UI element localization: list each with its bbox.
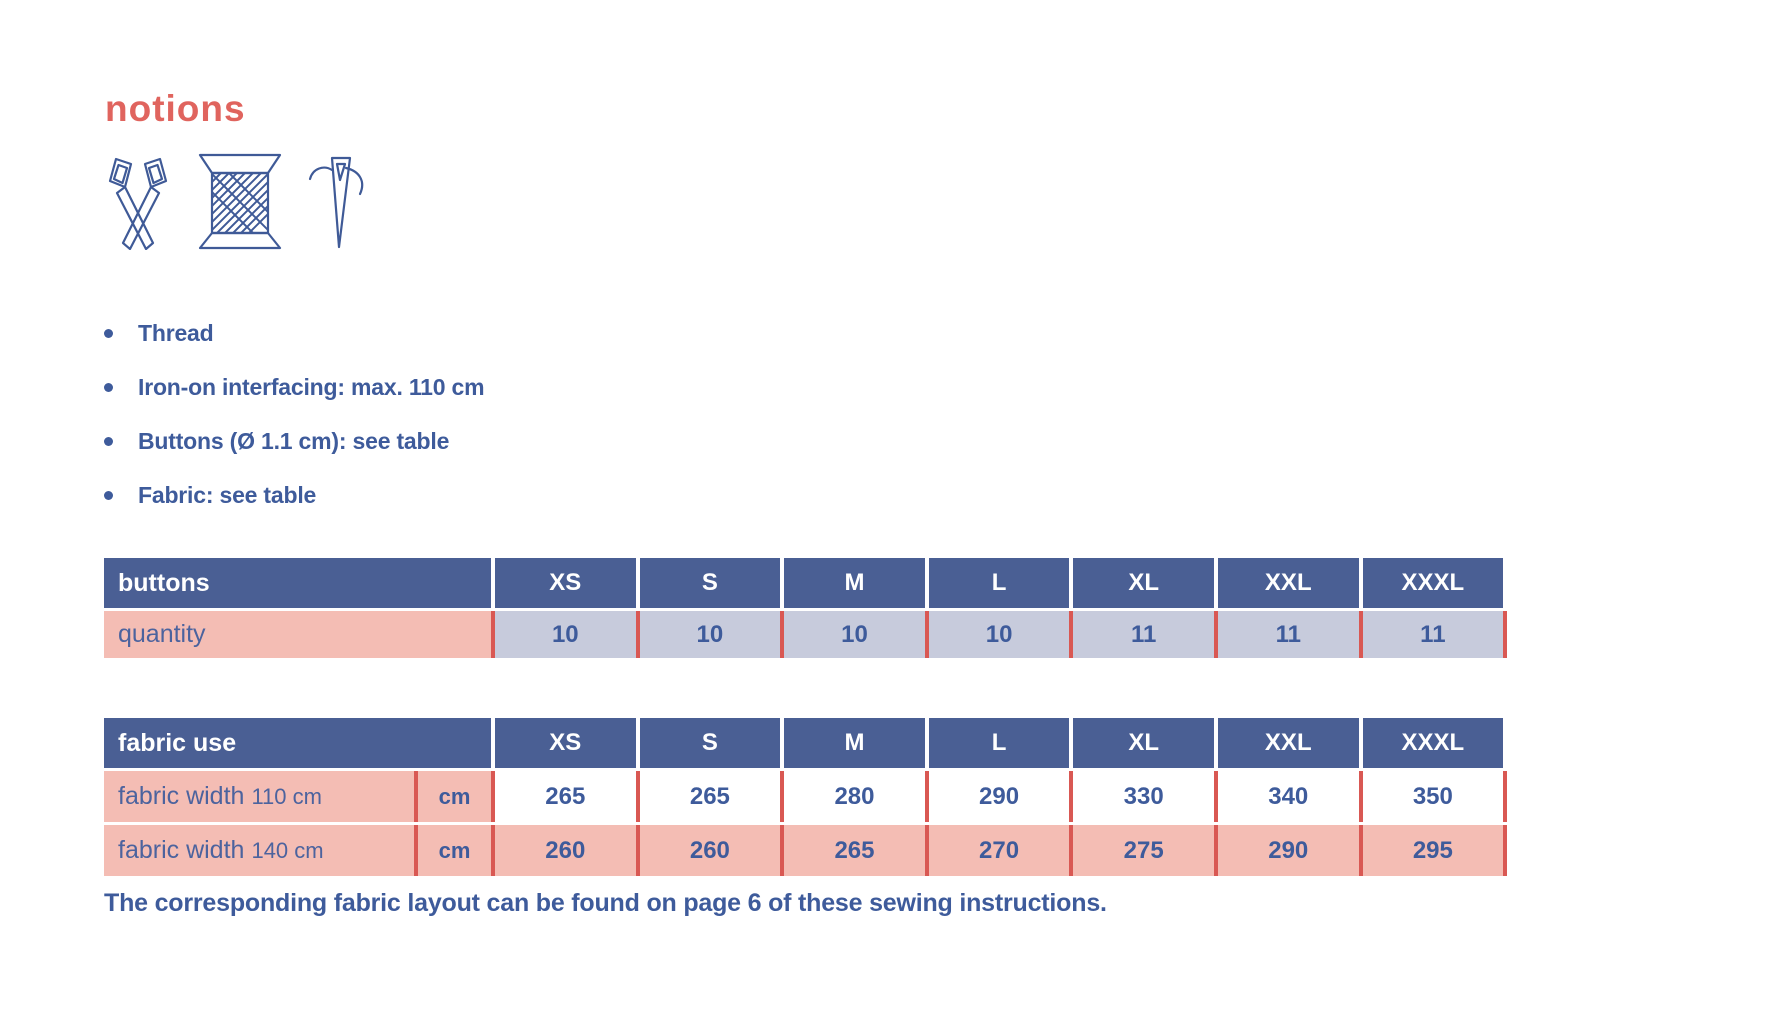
- table-cell: 340: [1217, 771, 1363, 822]
- bullet-icon: [104, 383, 113, 392]
- table-cell: 265: [495, 771, 640, 822]
- scissors-icon: [101, 153, 175, 250]
- bullet-icon: [104, 491, 113, 500]
- bullet-icon: [104, 437, 113, 446]
- table-cell: 270: [928, 825, 1074, 876]
- buttons-table: buttons XS S M L XL XXL XXXL quantity 10…: [104, 558, 1508, 658]
- table-cell: 11: [1073, 611, 1218, 658]
- table-cell: 10: [495, 611, 640, 658]
- unit-cell: cm: [418, 771, 495, 822]
- column-header-s: S: [639, 558, 785, 608]
- column-header-xxl: XXL: [1217, 558, 1363, 608]
- needle-icon: [305, 153, 369, 250]
- buttons-table-title: buttons: [104, 558, 495, 608]
- column-header-xl: XL: [1073, 718, 1218, 768]
- row-label-text: fabric width: [118, 836, 245, 864]
- table-cell: 295: [1362, 825, 1508, 876]
- row-label-fabric-width-140: fabric width 140 cm: [104, 825, 418, 876]
- column-header-xxxl: XXXL: [1362, 558, 1508, 608]
- page-title: notions: [105, 88, 246, 129]
- list-item: Fabric: see table: [104, 468, 484, 522]
- column-header-l: L: [928, 558, 1074, 608]
- column-header-xs: XS: [495, 558, 640, 608]
- column-header-l: L: [928, 718, 1074, 768]
- bullet-icon: [104, 329, 113, 338]
- fabric-table-title: fabric use: [104, 718, 495, 768]
- column-header-xxxl: XXXL: [1362, 718, 1508, 768]
- fabric-use-table: fabric use XS S M L XL XXL XXXL fabric w…: [104, 718, 1508, 876]
- notions-list: Thread Iron-on interfacing: max. 110 cm …: [104, 306, 485, 522]
- table-cell: 350: [1362, 771, 1508, 822]
- table-cell: 280: [784, 771, 929, 822]
- list-item-text: Buttons (Ø 1.1 cm): see table: [138, 428, 450, 454]
- table-cell: 290: [1217, 825, 1363, 876]
- table-cell: 10: [784, 611, 929, 658]
- table-cell: 260: [639, 825, 785, 876]
- row-label-fabric-width-110: fabric width 110 cm: [104, 771, 418, 822]
- table-cell: 10: [639, 611, 785, 658]
- table-cell: 265: [639, 771, 785, 822]
- table-cell: 275: [1073, 825, 1218, 876]
- table-cell: 265: [784, 825, 929, 876]
- table-cell: 290: [928, 771, 1074, 822]
- row-label-detail: 110 cm: [251, 783, 322, 809]
- thread-spool-icon: [197, 153, 283, 250]
- list-item: Buttons (Ø 1.1 cm): see table: [104, 414, 484, 468]
- row-label-quantity: quantity: [104, 611, 495, 658]
- table-cell: 260: [495, 825, 640, 876]
- column-header-m: M: [784, 718, 929, 768]
- column-header-xs: XS: [495, 718, 640, 768]
- table-cell: 10: [928, 611, 1074, 658]
- column-header-s: S: [639, 718, 785, 768]
- fabric-layout-note: The corresponding fabric layout can be f…: [104, 889, 1107, 917]
- table-cell: 330: [1073, 771, 1218, 822]
- table-cell: 11: [1362, 611, 1508, 658]
- list-item-text: Thread: [138, 320, 214, 346]
- row-label-detail: 140 cm: [251, 837, 324, 863]
- notions-icons: [101, 153, 369, 250]
- list-item-text: Iron-on interfacing: max. 110 cm: [138, 374, 485, 400]
- column-header-m: M: [784, 558, 929, 608]
- unit-cell: cm: [418, 825, 495, 876]
- column-header-xl: XL: [1073, 558, 1218, 608]
- table-cell: 11: [1217, 611, 1363, 658]
- list-item: Thread: [104, 306, 484, 360]
- column-header-xxl: XXL: [1217, 718, 1363, 768]
- list-item-text: Fabric: see table: [138, 482, 317, 508]
- list-item: Iron-on interfacing: max. 110 cm: [104, 360, 485, 414]
- row-label-text: fabric width: [118, 782, 245, 810]
